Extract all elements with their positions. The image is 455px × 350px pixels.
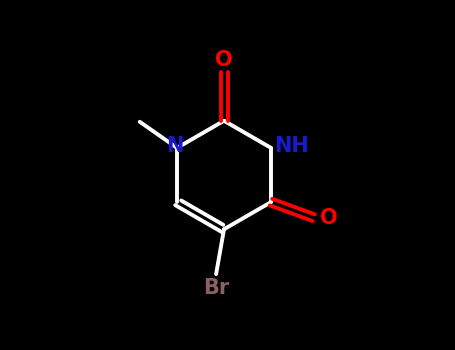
Text: O: O: [215, 50, 233, 70]
Text: N: N: [167, 136, 184, 156]
Text: O: O: [320, 208, 338, 228]
Text: Br: Br: [203, 278, 229, 298]
Text: NH: NH: [274, 136, 308, 156]
